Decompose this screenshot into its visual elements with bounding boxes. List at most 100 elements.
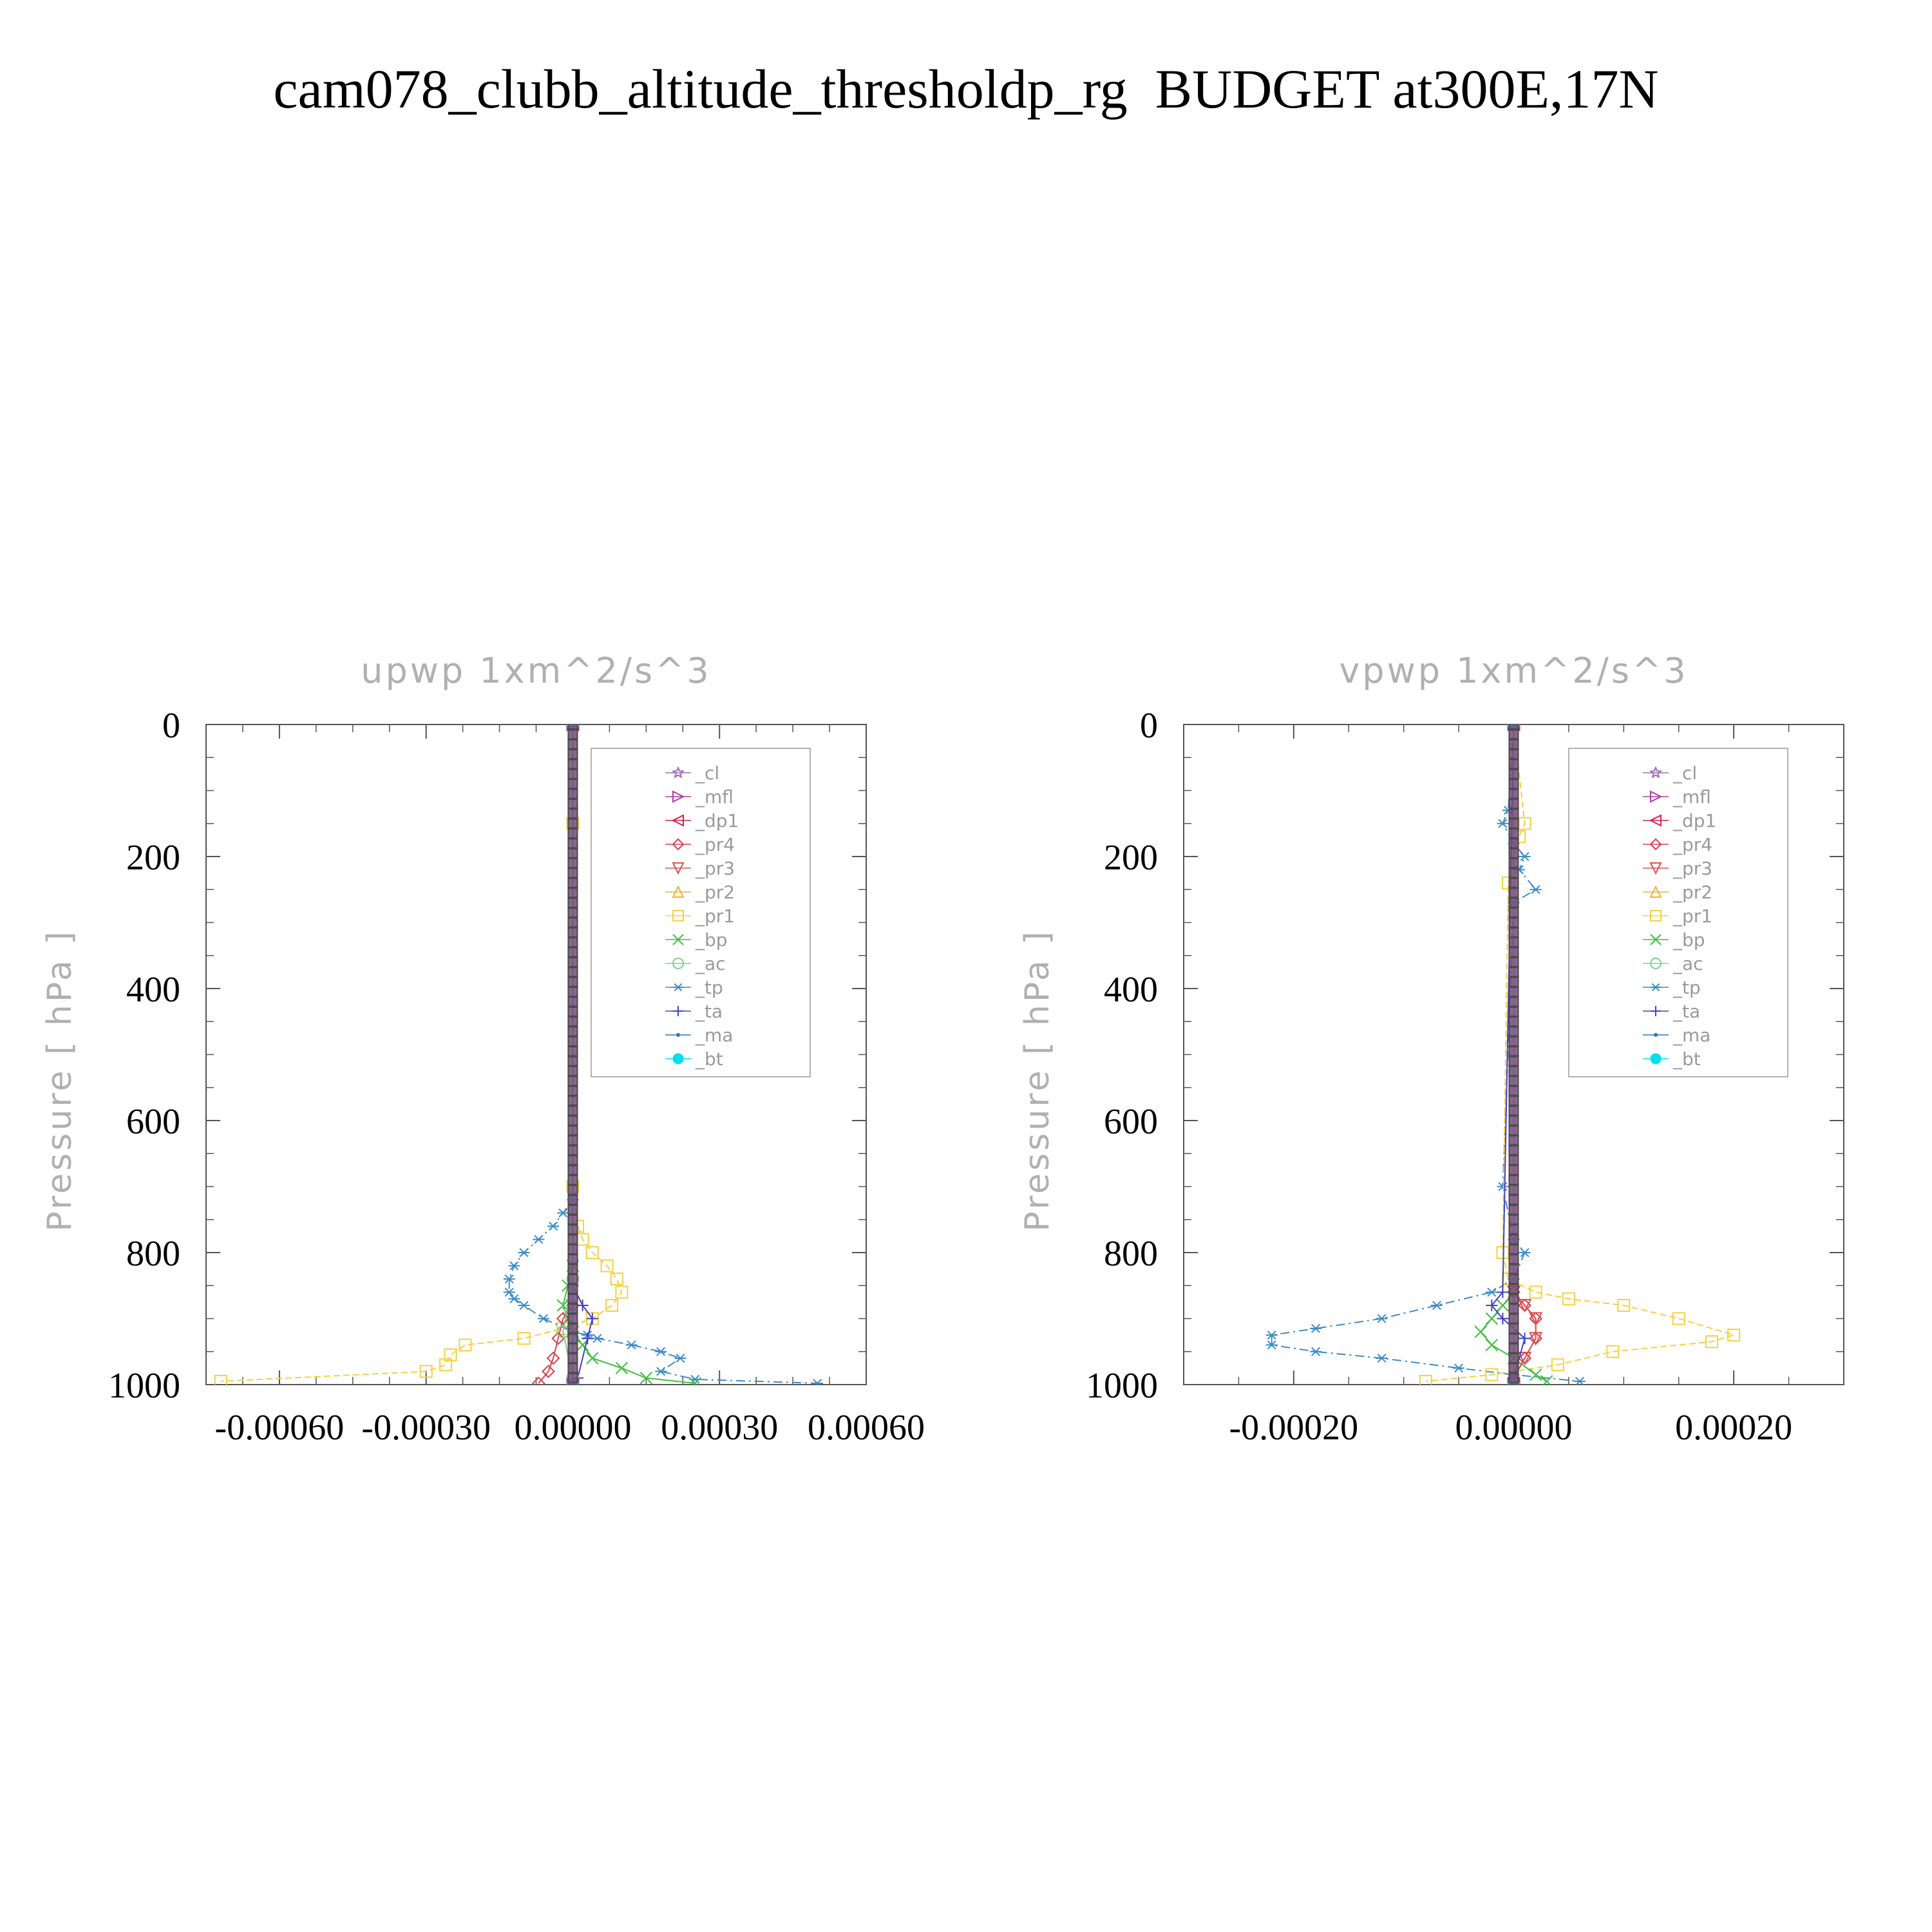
panel-2-title: vpwp 1xm^2/s^3 <box>1339 650 1688 691</box>
zero-stack-marker <box>1508 957 1519 967</box>
y-tick-label: 200 <box>126 838 180 878</box>
series-point_pr1 <box>444 1348 457 1361</box>
zero-stack-marker <box>1508 1353 1519 1363</box>
series-point_bp <box>586 1352 599 1365</box>
zero-stack-marker <box>1508 1214 1519 1225</box>
series-point_pr4 <box>542 1365 555 1378</box>
zero-stack-marker <box>567 1303 578 1314</box>
y-tick-label: 800 <box>1104 1234 1158 1274</box>
zero-stack-marker <box>1508 1006 1519 1017</box>
series-point_pr3 <box>1529 1312 1543 1326</box>
y-tick-label: 600 <box>126 1102 180 1142</box>
zero-stack-marker <box>567 1372 578 1383</box>
legend-label: _cl <box>695 762 719 784</box>
zero-stack-marker <box>1508 1323 1519 1334</box>
legend-label: _pr1 <box>695 905 735 927</box>
series-point_tp <box>503 1287 515 1297</box>
legend-marker <box>1650 958 1662 969</box>
legend-marker <box>1651 983 1661 992</box>
series-point_pr1 <box>517 1332 531 1345</box>
x-tick-label: -0.00020 <box>1229 1408 1359 1448</box>
zero-stack-marker <box>1508 1224 1519 1235</box>
series-point_tp <box>1430 1300 1443 1311</box>
legend-marker <box>672 934 684 945</box>
zero-stack-marker <box>1508 897 1519 908</box>
legend-box <box>1568 748 1788 1077</box>
series-point_tp <box>1265 1340 1278 1350</box>
zero-stack-marker <box>567 1066 578 1077</box>
zero-stack-marker <box>1508 1056 1519 1066</box>
zero-stack-marker <box>1508 1135 1519 1146</box>
legend-marker <box>1649 862 1662 875</box>
series-point_tp <box>1574 1376 1586 1385</box>
series-point_pr1 <box>1672 1312 1685 1325</box>
series-point_tp <box>1376 1314 1388 1323</box>
legend-marker <box>1650 790 1663 803</box>
series-point_pr1 <box>1617 1299 1631 1312</box>
legend-marker <box>672 862 685 875</box>
zero-stack-marker <box>567 957 578 967</box>
zero-stack-marker <box>1508 759 1519 770</box>
zero-stack-marker <box>567 927 578 938</box>
series-point_pr4 <box>551 1331 565 1345</box>
zero-stack-marker <box>1508 1066 1519 1077</box>
legend-label: _pr4 <box>1672 834 1712 855</box>
zero-stack-marker <box>1508 1293 1519 1304</box>
series-point_tp <box>655 1347 667 1356</box>
legend-marker <box>672 910 684 922</box>
zero-stack-marker <box>567 1264 578 1274</box>
zero-stack-marker <box>567 818 578 829</box>
zero-stack-marker <box>1508 808 1519 819</box>
zero-stack-marker <box>567 779 578 790</box>
series-line_ta <box>1491 724 1526 1379</box>
zero-stack-marker <box>1508 867 1519 878</box>
legend-label: _dp1 <box>695 810 739 831</box>
series-point_bp <box>1540 1375 1553 1385</box>
zero-stack-marker <box>567 1323 578 1334</box>
y-tick-label: 400 <box>1104 970 1158 1010</box>
zero-stack-marker <box>567 848 578 858</box>
zero-stack-marker <box>567 867 578 878</box>
series-point_bp <box>1485 1338 1499 1352</box>
page-title: cam078_clubb_altitude_thresholdp_rg BUDG… <box>273 58 1659 120</box>
legend-label: _ac <box>695 953 726 974</box>
zero-stack-marker <box>1508 1303 1519 1314</box>
legend-marker <box>671 766 685 779</box>
zero-stack-marker <box>1508 799 1519 809</box>
zero-stack-marker <box>567 768 578 779</box>
y-tick-label: 400 <box>126 970 180 1010</box>
legend-label: _ta <box>695 1001 723 1022</box>
zero-stack-marker <box>567 987 578 998</box>
series-point_pr1 <box>1705 1335 1718 1349</box>
zero-line-stack <box>567 724 578 1385</box>
series-point_tp <box>1265 1331 1278 1340</box>
legend-marker <box>672 958 684 969</box>
zero-stack-marker <box>1508 749 1519 760</box>
series-point_pr1 <box>1562 1292 1575 1305</box>
zero-stack-marker <box>1508 1372 1519 1383</box>
series-point_pr1 <box>585 1246 599 1259</box>
zero-stack-marker <box>567 739 578 750</box>
series-point_pr1 <box>615 1285 629 1299</box>
legend-marker <box>1649 814 1662 827</box>
legend-marker <box>1651 1006 1661 1016</box>
series-point_pr1 <box>610 1273 623 1285</box>
x-tick-label: 0.00060 <box>808 1408 925 1448</box>
zero-stack-marker <box>567 967 578 978</box>
zero-stack-marker <box>1508 1204 1519 1215</box>
legend-marker <box>1649 885 1662 898</box>
legend-marker <box>672 790 685 803</box>
zero-stack-marker <box>567 1085 578 1096</box>
x-tick-label: 0.00030 <box>661 1408 778 1448</box>
x-tick-label: -0.00060 <box>215 1408 345 1448</box>
legend-label: _mfl <box>695 786 734 808</box>
x-tick-label: 0.00000 <box>1455 1408 1573 1448</box>
zero-stack-marker <box>567 724 578 730</box>
y-tick-label: 0 <box>162 706 180 746</box>
series-line_pr1 <box>220 724 623 1382</box>
series-point_pr3 <box>1529 1332 1543 1346</box>
series-point_tp <box>1519 851 1531 862</box>
zero-stack-marker <box>567 799 578 809</box>
zero-stack-marker <box>567 1244 578 1255</box>
zero-stack-marker <box>1508 729 1519 740</box>
